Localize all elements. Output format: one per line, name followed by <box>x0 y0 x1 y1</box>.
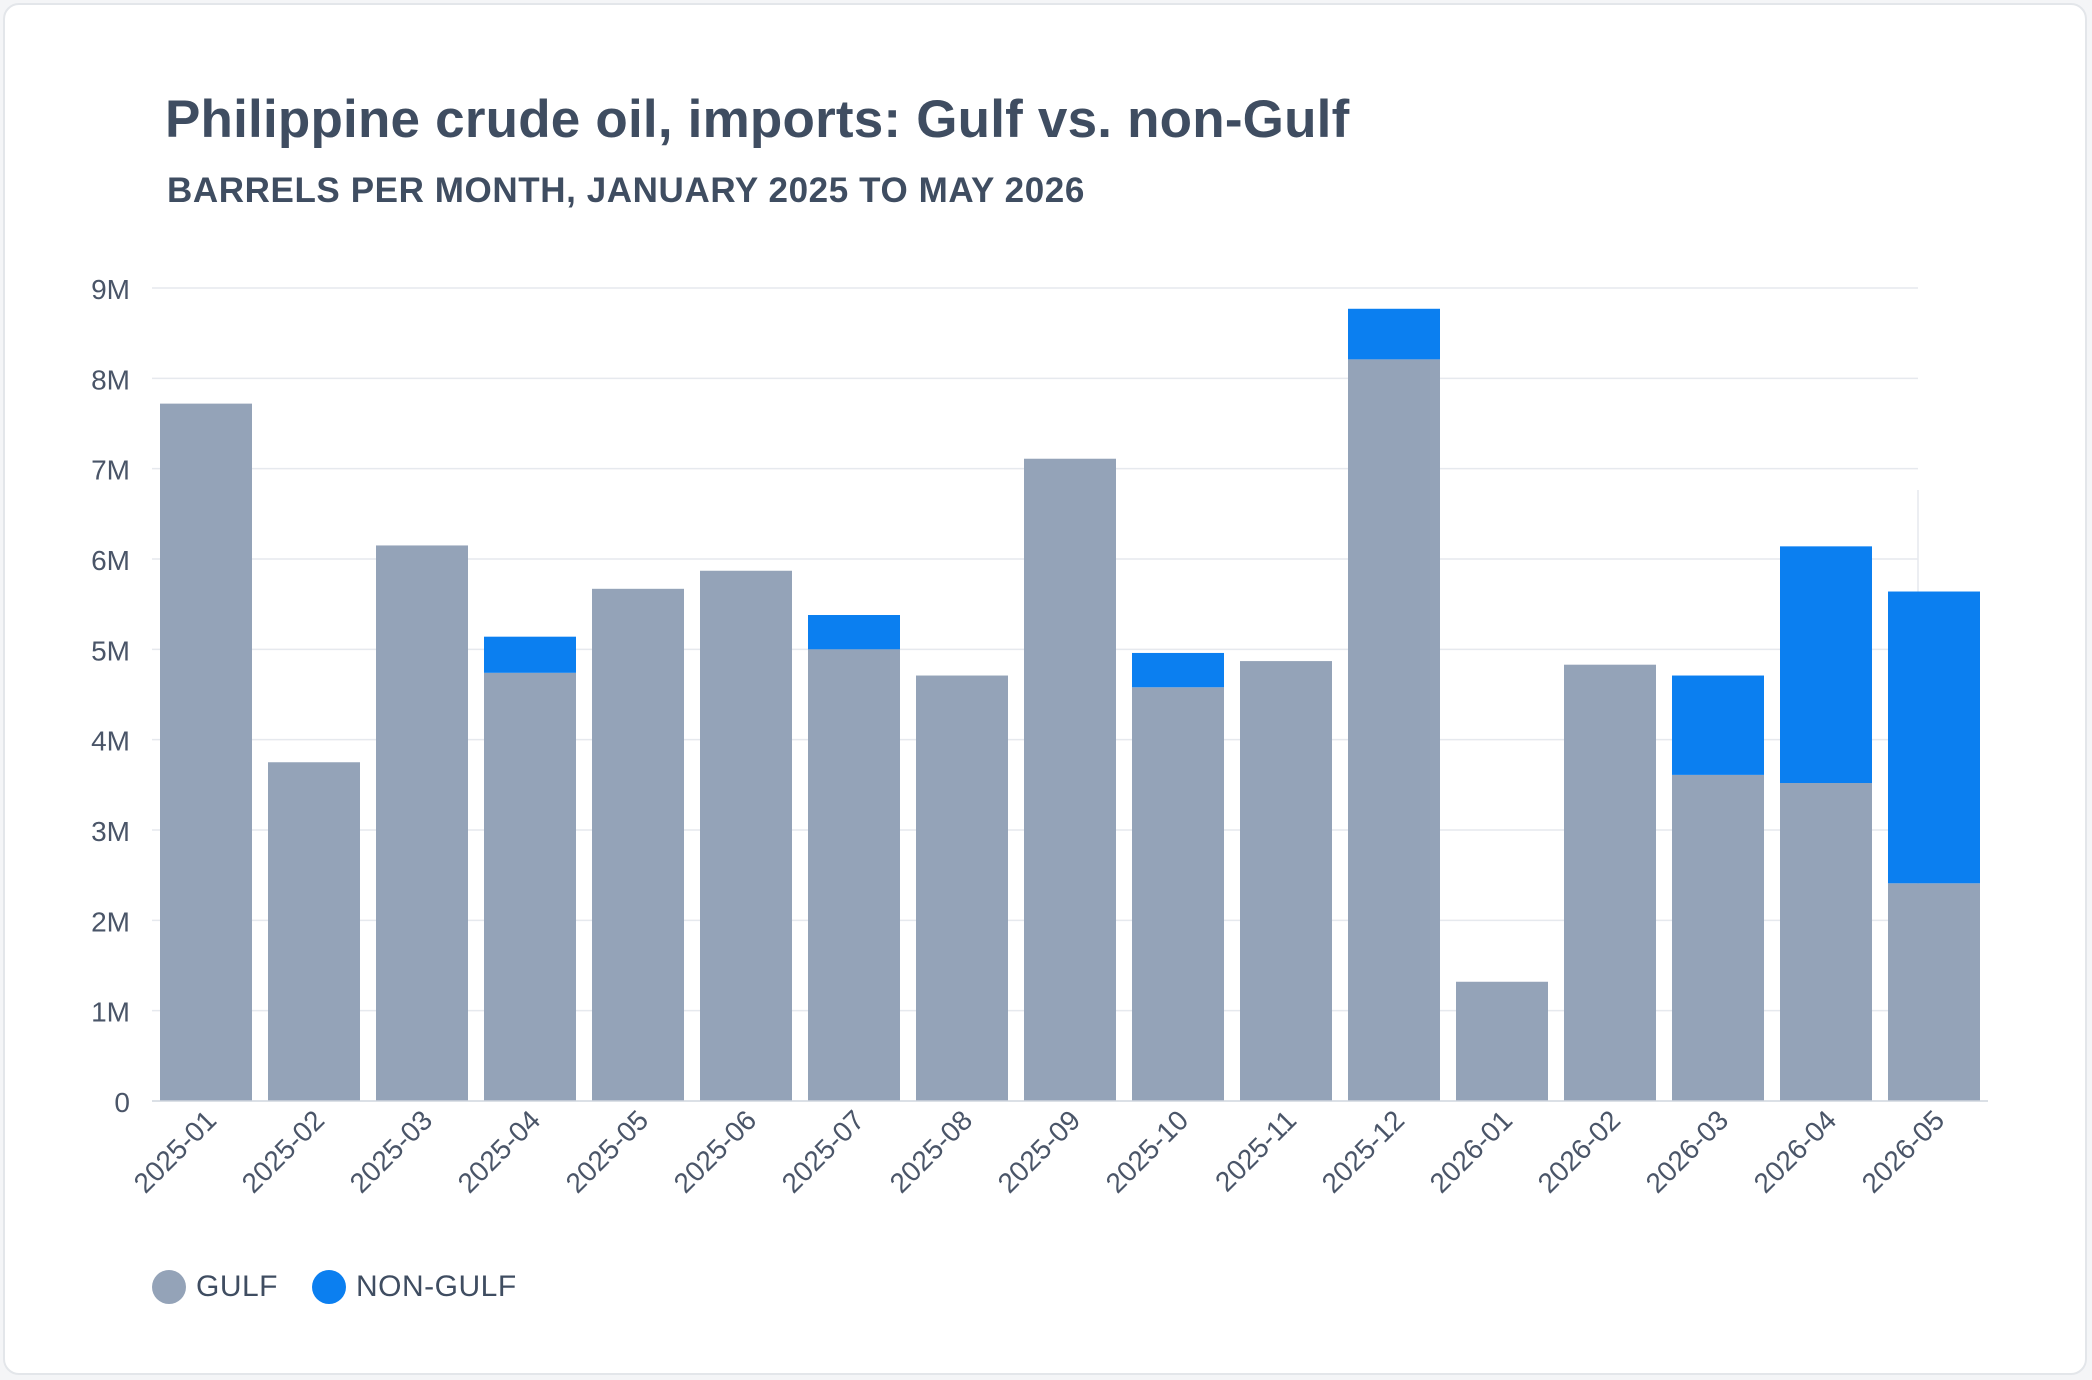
bar-non-gulf-2026-05[interactable] <box>1888 591 1980 884</box>
y-tick-label: 2M <box>91 906 130 937</box>
x-tick-label: 2026-01 <box>1424 1104 1519 1199</box>
bar-non-gulf-2025-10[interactable] <box>1132 652 1224 688</box>
bar-gulf-2026-02[interactable] <box>1564 664 1656 1101</box>
x-tick-label: 2025-12 <box>1316 1104 1411 1199</box>
legend-swatch-gulf <box>152 1270 186 1304</box>
legend-label-gulf: GULF <box>196 1270 279 1303</box>
y-tick-label: 1M <box>91 997 130 1028</box>
bar-gulf-2025-06[interactable] <box>700 570 792 1101</box>
x-tick-label: 2026-05 <box>1856 1104 1951 1199</box>
y-tick-label: 0 <box>114 1087 130 1118</box>
legend-label-non-gulf: NON-GULF <box>356 1270 517 1303</box>
legend-swatch-non-gulf <box>312 1270 347 1304</box>
bar-non-gulf-2025-12[interactable] <box>1348 308 1440 360</box>
y-tick-label: 3M <box>91 816 130 847</box>
x-axis: 2025-01 2025-02 2025-03 2025-04 2025-05 2025-… <box>128 1100 1988 1199</box>
x-tick-label: 2025-01 <box>128 1104 223 1199</box>
bar-non-gulf-2026-03[interactable] <box>1672 675 1764 775</box>
y-tick-label: 7M <box>91 455 130 486</box>
bar-gulf-2025-07[interactable] <box>808 649 900 1101</box>
bar-gulf-2026-05[interactable] <box>1888 883 1980 1101</box>
y-tick-label: 5M <box>91 635 130 666</box>
y-tick-label: 6M <box>91 545 130 576</box>
x-tick-label: 2026-03 <box>1640 1104 1735 1199</box>
x-tick-label: 2026-02 <box>1532 1104 1627 1199</box>
x-tick-label: 2025-07 <box>776 1104 871 1199</box>
x-tick-label: 2025-11 <box>1209 1104 1302 1197</box>
bar-gulf-2025-03[interactable] <box>376 545 468 1101</box>
chart-subtitle: BARRELS PER MONTH, JANUARY 2025 TO MAY 2… <box>167 171 1085 210</box>
x-tick-label: 2025-09 <box>992 1104 1087 1199</box>
bar-gulf-2026-03[interactable] <box>1672 774 1764 1101</box>
bar-non-gulf-2026-04[interactable] <box>1780 546 1872 784</box>
bar-gulf-2026-01[interactable] <box>1456 981 1548 1101</box>
x-tick-label: 2025-05 <box>560 1104 655 1199</box>
bar-non-gulf-2025-07[interactable] <box>808 615 900 650</box>
y-tick-label: 9M <box>91 274 130 305</box>
x-tick-label: 2025-06 <box>668 1104 763 1199</box>
x-tick-label: 2025-04 <box>452 1104 547 1199</box>
bar-gulf-2025-09[interactable] <box>1024 458 1116 1102</box>
x-tick-label: 2025-02 <box>236 1104 331 1199</box>
x-tick-label: 2025-03 <box>344 1104 439 1199</box>
x-tick-label: 2026-04 <box>1748 1104 1843 1199</box>
x-tick-label: 2025-10 <box>1100 1104 1195 1199</box>
legend-item-gulf[interactable]: GULF <box>152 1270 278 1304</box>
legend-item-non-gulf[interactable]: NON-GULF <box>312 1270 517 1304</box>
bar-gulf-2025-01[interactable] <box>160 403 252 1101</box>
bar-gulf-2025-05[interactable] <box>592 588 684 1101</box>
bar-gulf-2025-11[interactable] <box>1240 661 1332 1101</box>
legend: GULF NON-GULF <box>152 1270 551 1304</box>
y-axis: 0 1M 2M 3M 4M 5M 6M 7M 8M 9M <box>91 274 130 1118</box>
bar-gulf-2025-10[interactable] <box>1132 687 1224 1101</box>
bar-non-gulf-2025-04[interactable] <box>484 636 576 673</box>
y-tick-label: 4M <box>91 726 130 757</box>
bar-gulf-2025-12[interactable] <box>1348 359 1440 1101</box>
bar-gulf-2026-04[interactable] <box>1780 783 1872 1101</box>
bar-gulf-2025-08[interactable] <box>916 675 1008 1101</box>
chart-title: Philippine crude oil, imports: Gulf vs. … <box>165 90 1350 149</box>
y-tick-label: 8M <box>91 364 130 395</box>
bars <box>160 308 1980 1102</box>
bar-gulf-2025-02[interactable] <box>268 762 360 1101</box>
bar-gulf-2025-04[interactable] <box>484 672 576 1101</box>
x-tick-label: 2025-08 <box>884 1104 979 1199</box>
